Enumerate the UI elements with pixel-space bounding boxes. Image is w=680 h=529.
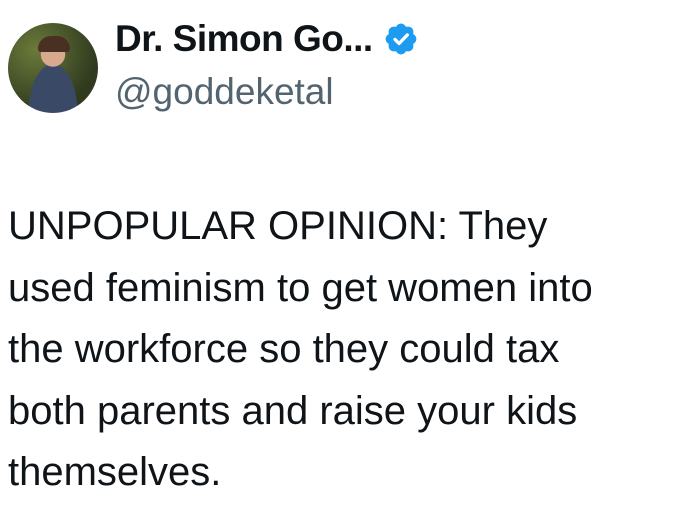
tweet-text-line: themselves.	[8, 450, 222, 494]
author-row: Dr. Simon Go...	[115, 18, 419, 60]
author-handle[interactable]: @goddeketal	[115, 71, 334, 112]
tweet-text: UNPOPULAR OPINION: They used feminism to…	[8, 196, 593, 504]
tweet-text-line: used feminism to get women into	[8, 265, 593, 310]
tweet-text-line: the workforce so they could tax	[8, 327, 560, 371]
tweet-text-line: UNPOPULAR OPINION: They	[8, 204, 548, 248]
avatar[interactable]	[8, 23, 98, 113]
verified-badge-icon	[385, 23, 417, 55]
author-name[interactable]: Dr. Simon Go...	[115, 18, 373, 59]
avatar-hair	[38, 36, 70, 52]
tweet-text-line: both parents and raise your kids	[8, 388, 578, 433]
